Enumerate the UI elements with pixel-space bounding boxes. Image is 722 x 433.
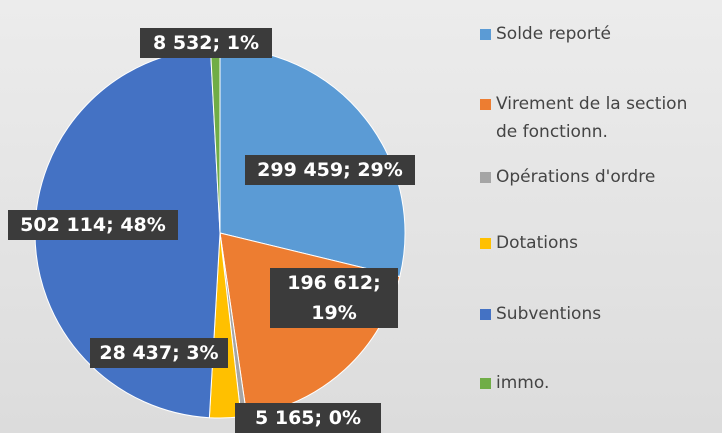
legend-swatch — [480, 378, 491, 389]
data-label: 5 165; 0% — [235, 403, 381, 433]
legend-label: Opérations d'ordre — [496, 167, 656, 187]
legend-swatch — [480, 99, 491, 110]
data-label: 8 532; 1% — [140, 28, 272, 58]
data-label: 28 437; 3% — [90, 338, 228, 368]
legend-swatch — [480, 309, 491, 320]
legend-label: Dotations — [496, 233, 578, 253]
legend-item: Subventions — [480, 300, 710, 328]
legend-item: Virement de la section de fonctionn. — [480, 90, 710, 146]
legend-item: Solde reporté — [480, 20, 710, 48]
legend-label: Solde reporté — [496, 24, 611, 44]
legend-label: immo. — [496, 373, 550, 393]
legend-swatch — [480, 238, 491, 249]
data-label: 299 459; 29% — [245, 155, 415, 185]
legend-item: immo. — [480, 369, 710, 397]
legend-item: Dotations — [480, 229, 710, 257]
data-label: 196 612; 19% — [270, 268, 398, 328]
legend-label: Subventions — [496, 304, 602, 324]
legend-swatch — [480, 172, 491, 183]
legend-swatch — [480, 29, 491, 40]
legend-label: Virement de la section de fonctionn. — [496, 94, 688, 142]
legend-item: Opérations d'ordre — [480, 163, 710, 191]
data-label: 502 114; 48% — [8, 210, 178, 240]
